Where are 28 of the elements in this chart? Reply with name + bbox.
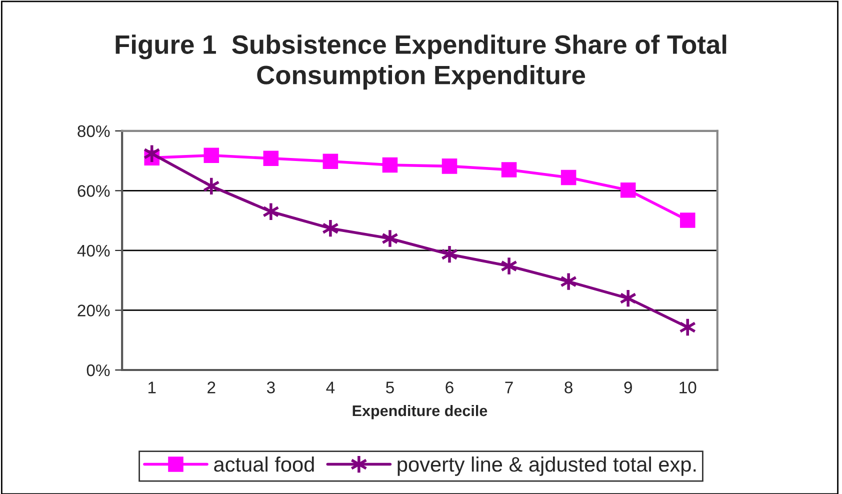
point (620, 182, 636, 198)
point (680, 212, 696, 228)
x-tick-label: 3 (266, 382, 275, 394)
point (560, 170, 576, 186)
legend-label: actual food (214, 456, 314, 472)
y-tick-label: 80% (78, 125, 110, 138)
legend-label: poverty line & ajdusted total exp. (398, 456, 696, 476)
x-tick-label: 9 (624, 382, 632, 394)
x-tick-label: 8 (564, 382, 572, 394)
point (501, 162, 517, 178)
point (442, 158, 458, 174)
x-tick-label: 2 (208, 382, 216, 394)
x-tick-label: 1 (148, 382, 156, 394)
y-tick-label: 60% (78, 185, 110, 197)
point (322, 154, 338, 170)
x-tick-label: 10 (680, 382, 696, 394)
chart-title: Figure 1 Subsistence Expenditure Share of Total Consumption Expenditure (116, 34, 726, 90)
y-tick-label: 0% (86, 364, 110, 376)
y-tick-label: 20% (78, 304, 110, 316)
y-tick-label: 40% (77, 244, 110, 257)
point (382, 157, 398, 173)
x-tick-label: 6 (446, 382, 454, 394)
x-tick-label: 5 (386, 382, 394, 394)
x-tick-label: 7 (505, 382, 513, 394)
x-tick-label: 4 (326, 382, 335, 394)
point (263, 150, 279, 166)
x-axis-title: Expenditure decile (352, 404, 488, 420)
point (204, 148, 220, 164)
